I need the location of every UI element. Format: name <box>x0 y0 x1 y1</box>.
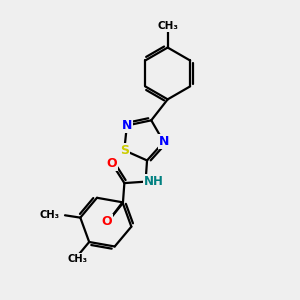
Text: S: S <box>120 144 129 157</box>
Text: O: O <box>101 215 112 228</box>
Text: CH₃: CH₃ <box>157 21 178 31</box>
Text: CH₃: CH₃ <box>40 210 60 220</box>
Text: N: N <box>122 119 132 132</box>
Text: CH₃: CH₃ <box>68 254 88 264</box>
Text: O: O <box>106 157 117 170</box>
Text: NH: NH <box>144 175 164 188</box>
Text: N: N <box>158 135 169 148</box>
